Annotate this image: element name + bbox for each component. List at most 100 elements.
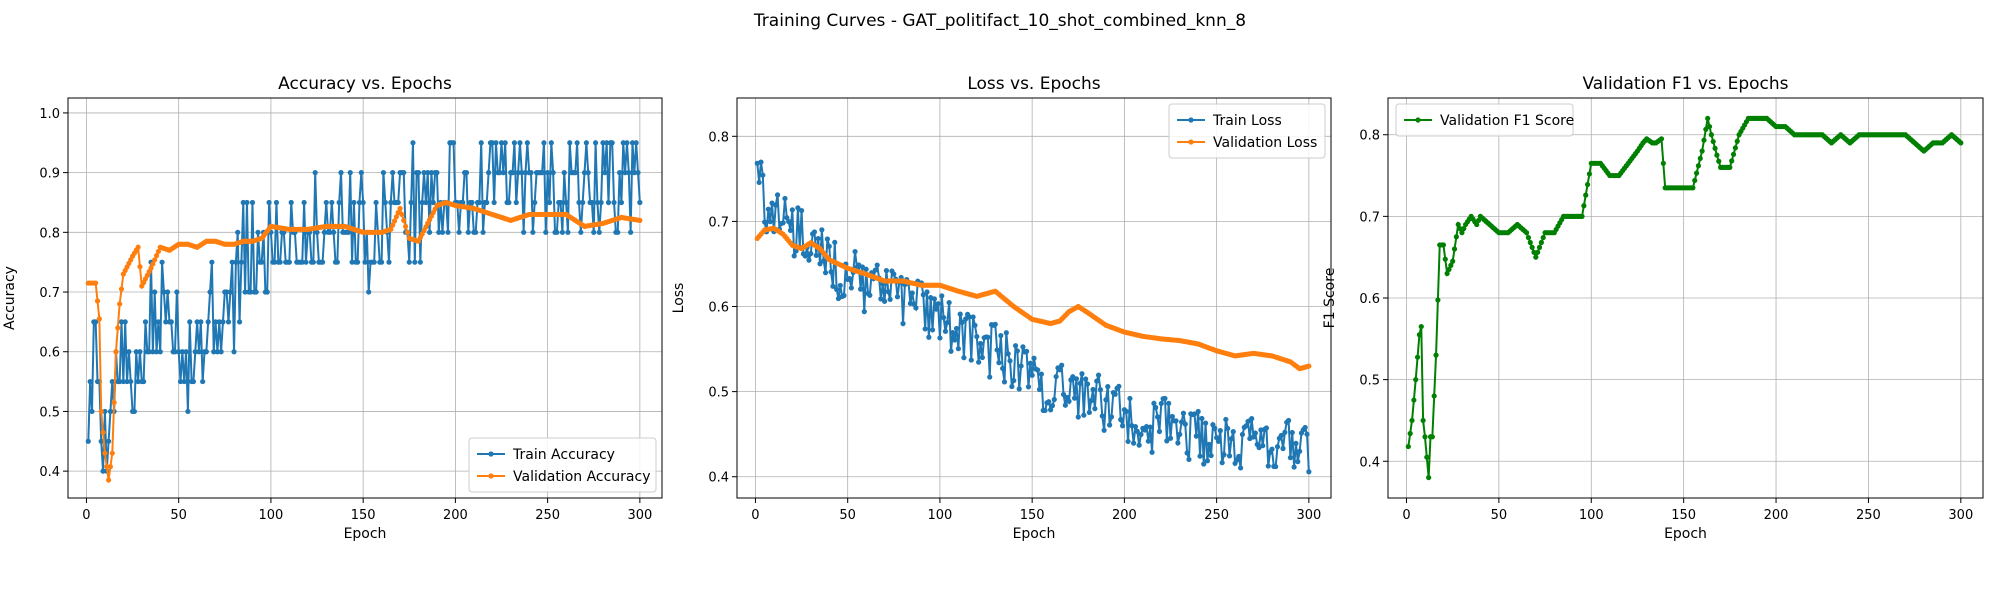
data-point	[767, 219, 773, 225]
data-point	[150, 261, 156, 267]
data-point	[1212, 425, 1218, 431]
data-point	[815, 235, 821, 242]
plot-frame	[67, 97, 663, 499]
legend-label: Validation F1 Score	[1440, 113, 1574, 129]
data-point	[604, 140, 610, 146]
data-point	[1692, 177, 1698, 184]
data-point	[1199, 415, 1205, 422]
data-point	[513, 199, 519, 206]
plot-frame	[736, 97, 1332, 499]
data-point	[231, 349, 237, 355]
data-point	[118, 319, 125, 325]
data-point	[987, 374, 993, 380]
y-tick-label: 1.0	[39, 107, 60, 122]
data-point	[567, 140, 573, 146]
data-point	[935, 301, 941, 307]
x-tick-label: 50	[839, 508, 856, 523]
data-point	[303, 259, 309, 265]
data-point	[1186, 456, 1192, 463]
data-point	[977, 340, 984, 347]
data-point	[200, 378, 206, 385]
data-point	[190, 378, 197, 385]
data-point	[1414, 354, 1421, 360]
data-point	[1238, 465, 1244, 471]
data-point	[115, 325, 121, 331]
data-point	[572, 170, 578, 176]
data-point	[1533, 254, 1539, 260]
data-point	[765, 206, 771, 212]
chart-panel-2: 0 50 100 150 200 250 300 0.4 0.5 0.6 0.7 0.8 Loss vs…	[671, 74, 1332, 542]
data-point	[259, 259, 265, 265]
data-point	[1457, 226, 1463, 232]
data-point	[356, 199, 363, 206]
data-point	[1036, 386, 1043, 393]
data-point	[408, 199, 414, 206]
x-tick-label: 300	[1948, 508, 1973, 523]
y-tick-label: 0.8	[39, 226, 60, 241]
data-point	[1230, 429, 1236, 435]
data-point	[821, 258, 827, 264]
data-point	[329, 199, 335, 206]
data-point	[1405, 443, 1411, 450]
data-point	[1049, 403, 1056, 409]
data-point	[1092, 406, 1098, 412]
data-point	[948, 348, 954, 354]
data-point	[1012, 343, 1019, 349]
data-point	[598, 199, 604, 206]
data-point	[539, 170, 545, 176]
data-point	[955, 346, 961, 352]
data-point	[1108, 414, 1115, 420]
data-point	[152, 257, 158, 263]
x-tick-label: 200	[443, 508, 468, 523]
data-point	[1195, 408, 1201, 415]
data-point	[565, 229, 571, 235]
data-point	[450, 140, 457, 146]
data-point	[521, 229, 527, 235]
data-point	[1180, 410, 1187, 416]
data-point	[478, 140, 484, 146]
data-point	[174, 289, 180, 295]
data-point	[1273, 463, 1279, 470]
data-point	[631, 170, 637, 176]
data-point	[774, 192, 781, 198]
data-point	[941, 314, 947, 321]
data-point	[789, 207, 795, 213]
data-point	[863, 266, 869, 272]
data-point	[1444, 270, 1450, 277]
legend-label: Train Accuracy	[512, 447, 615, 463]
data-point	[98, 438, 104, 444]
data-point	[629, 140, 636, 146]
data-point	[1162, 395, 1168, 402]
data-point	[1442, 256, 1448, 262]
data-point	[1118, 417, 1124, 423]
data-point	[102, 450, 108, 456]
data-point	[944, 319, 950, 326]
x-tick-label: 200	[1764, 508, 1789, 523]
data-point	[1027, 360, 1033, 366]
data-point	[1107, 422, 1113, 428]
data-point	[1727, 164, 1733, 170]
data-point	[937, 335, 943, 341]
data-point	[1127, 395, 1133, 402]
data-point	[1138, 431, 1144, 438]
data-point	[1151, 400, 1157, 406]
data-point	[1695, 163, 1702, 169]
data-point	[1453, 234, 1459, 240]
data-point	[1583, 192, 1589, 198]
data-point	[1090, 386, 1096, 393]
data-point	[336, 199, 342, 206]
data-point	[1703, 126, 1709, 132]
data-point	[187, 319, 193, 325]
data-point	[592, 140, 599, 146]
data-point	[802, 253, 808, 259]
data-point	[1236, 453, 1242, 460]
data-point	[913, 305, 919, 311]
data-point	[1083, 376, 1089, 382]
x-tick-label: 100	[1579, 508, 1604, 523]
data-point	[1134, 428, 1140, 434]
data-point	[834, 286, 840, 292]
data-point	[120, 378, 126, 385]
x-tick-label: 50	[170, 508, 187, 523]
data-point	[1431, 393, 1437, 399]
series-2	[754, 225, 1312, 372]
